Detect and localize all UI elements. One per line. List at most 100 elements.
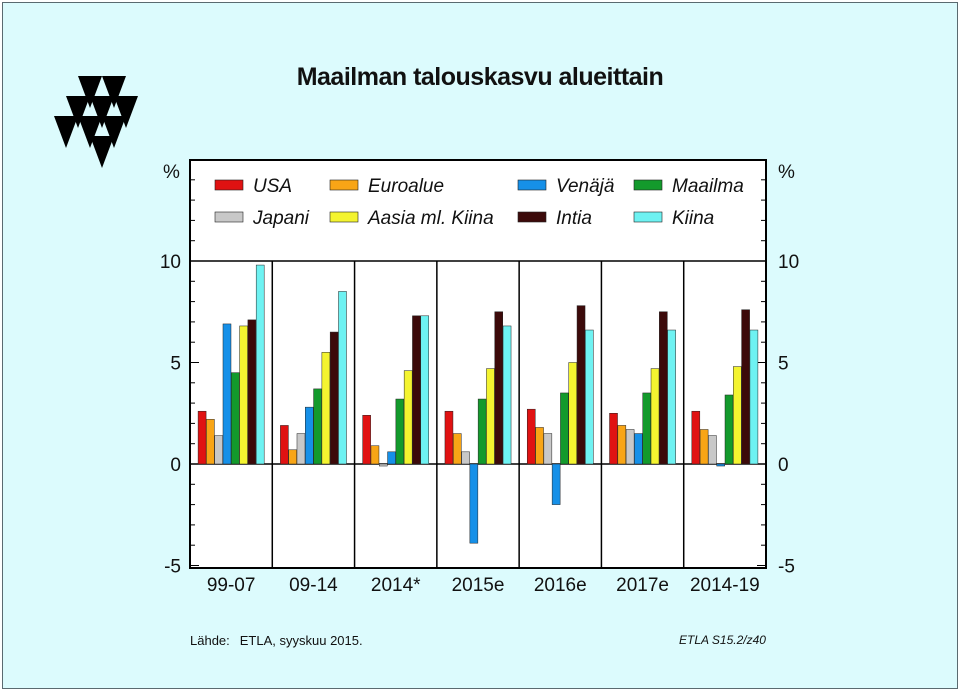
bar bbox=[716, 463, 725, 467]
bar bbox=[535, 427, 544, 465]
bar bbox=[395, 398, 405, 465]
page-title: Maailman talouskasvu alueittain bbox=[296, 63, 664, 91]
bar bbox=[642, 392, 651, 465]
bar bbox=[667, 329, 676, 465]
legend-swatch bbox=[214, 211, 244, 223]
legend-swatch bbox=[329, 211, 359, 223]
bar bbox=[699, 429, 709, 465]
x-tick-label: 2017e bbox=[616, 575, 669, 596]
bar bbox=[362, 415, 371, 465]
y-unit-left: % bbox=[163, 162, 180, 183]
legend-swatch bbox=[329, 179, 359, 191]
bar bbox=[197, 410, 207, 465]
bar bbox=[609, 413, 618, 465]
bar bbox=[494, 311, 503, 465]
legend-label: Kiina bbox=[672, 208, 714, 229]
bar bbox=[313, 388, 322, 465]
bar bbox=[387, 451, 396, 465]
y-tick-label-left: 10 bbox=[160, 252, 181, 273]
bar bbox=[403, 370, 413, 465]
bar bbox=[329, 331, 339, 465]
bar bbox=[560, 392, 569, 465]
y-tick-label-left: -5 bbox=[164, 557, 181, 578]
bar bbox=[733, 366, 742, 465]
x-tick-label: 2015e bbox=[452, 575, 505, 596]
bar bbox=[708, 435, 717, 465]
bar bbox=[214, 435, 223, 465]
bar bbox=[280, 425, 289, 465]
bar bbox=[453, 433, 462, 465]
bar bbox=[288, 449, 297, 465]
source-label: Lähde: bbox=[190, 633, 230, 648]
bar bbox=[568, 362, 577, 465]
bar bbox=[741, 309, 750, 465]
bar bbox=[625, 429, 635, 465]
legend-swatch bbox=[214, 179, 244, 191]
bar bbox=[526, 408, 536, 465]
bar bbox=[749, 329, 759, 465]
y-tick-label-right: 10 bbox=[778, 252, 799, 273]
legend-label: Venäjä bbox=[556, 176, 614, 197]
bar bbox=[239, 325, 248, 465]
y-tick-label-left: 0 bbox=[170, 455, 181, 476]
logo-triangle bbox=[90, 136, 114, 168]
logo-triangle bbox=[114, 96, 138, 128]
bar bbox=[576, 305, 586, 465]
logo-triangle bbox=[78, 116, 102, 148]
bar bbox=[650, 368, 660, 465]
x-tick-label: 2014* bbox=[371, 575, 421, 596]
bar bbox=[691, 410, 701, 465]
logo-triangle bbox=[78, 76, 102, 108]
logo-triangle bbox=[102, 76, 126, 108]
logo-triangle bbox=[54, 116, 78, 148]
bar bbox=[370, 445, 380, 465]
bar bbox=[551, 463, 561, 505]
bar bbox=[255, 264, 265, 465]
bar bbox=[469, 463, 479, 544]
bar bbox=[477, 398, 487, 465]
bar bbox=[543, 433, 553, 465]
figure-code: ETLA S15.2/z40 bbox=[679, 633, 766, 647]
y-tick-label-right: 0 bbox=[778, 455, 789, 476]
source-text: ETLA, syyskuu 2015. bbox=[239, 633, 363, 648]
bar bbox=[231, 372, 240, 465]
x-tick-label: 09-14 bbox=[289, 575, 338, 596]
bar bbox=[247, 319, 257, 465]
legend-swatch bbox=[633, 179, 663, 191]
x-tick-label: 2014-19 bbox=[690, 575, 760, 596]
legend-label: Euroalue bbox=[368, 176, 444, 197]
bar bbox=[502, 325, 512, 465]
bar bbox=[296, 433, 306, 465]
legend-swatch bbox=[633, 211, 663, 223]
legend-label: Intia bbox=[556, 208, 592, 229]
bar bbox=[585, 329, 594, 465]
y-tick-label-right: 5 bbox=[778, 354, 789, 375]
legend-label: Maailma bbox=[672, 176, 744, 197]
y-unit-right: % bbox=[778, 162, 795, 183]
logo-triangle bbox=[66, 96, 90, 128]
etla-triangles-logo-icon bbox=[54, 76, 138, 168]
legend-swatch bbox=[517, 179, 547, 191]
bar bbox=[338, 291, 347, 465]
source-note: Lähde: ETLA, syyskuu 2015. bbox=[190, 633, 363, 648]
legend-label: Aasia ml. Kiina bbox=[367, 208, 494, 229]
bar bbox=[412, 315, 421, 465]
x-tick-label: 99-07 bbox=[207, 575, 256, 596]
bar bbox=[222, 323, 232, 465]
bar bbox=[461, 451, 470, 465]
bar bbox=[206, 419, 215, 465]
bar bbox=[305, 406, 314, 465]
bar bbox=[486, 368, 495, 465]
legend-label: Japani bbox=[252, 208, 310, 229]
bar bbox=[444, 410, 454, 465]
logo-triangle bbox=[102, 116, 126, 148]
y-tick-label-left: 5 bbox=[170, 354, 181, 375]
bar bbox=[724, 394, 734, 465]
legend-label: USA bbox=[253, 176, 292, 197]
bar bbox=[617, 425, 627, 465]
bar bbox=[634, 433, 643, 465]
x-tick-label: 2016e bbox=[534, 575, 587, 596]
legend-swatch bbox=[517, 211, 547, 223]
bar bbox=[379, 463, 388, 467]
